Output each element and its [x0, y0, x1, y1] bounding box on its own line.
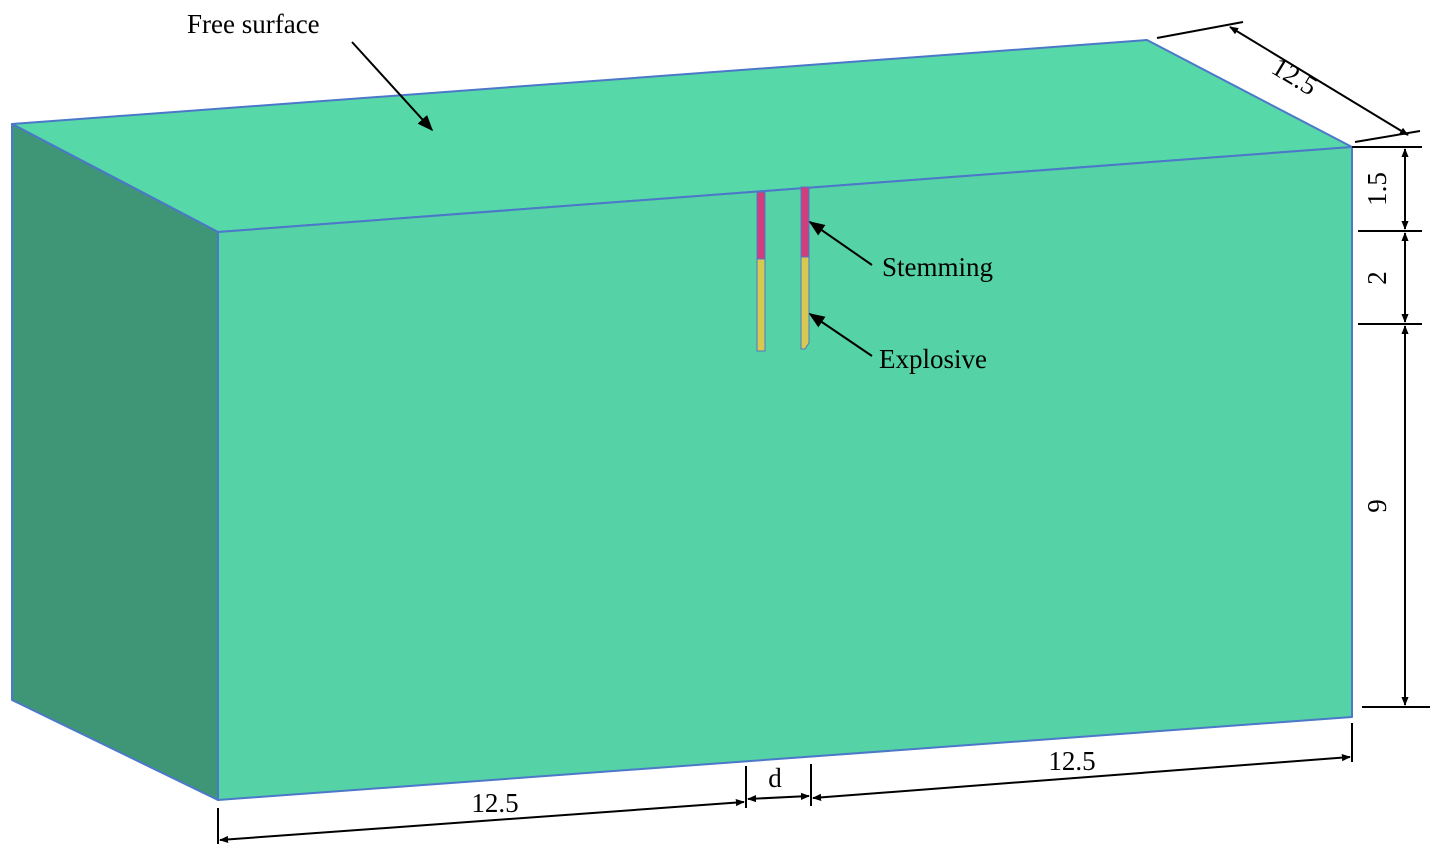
stemming-length-label: 1.5: [1362, 172, 1392, 206]
stemming-label: Stemming: [882, 252, 993, 282]
explosive-segment-right: [800, 256, 810, 350]
stemming-segment-left: [756, 191, 766, 260]
stemming-arrow: [808, 221, 873, 266]
depth-dimension-label: 12.5: [1267, 51, 1323, 101]
explosive-label: Explosive: [879, 344, 987, 374]
front-face: [217, 146, 1353, 801]
left-length-label: 12.5: [471, 788, 518, 818]
explosive-segment-left: [756, 258, 766, 352]
length-dimensions: 12.5 d 12.5: [217, 723, 1353, 844]
borehole-right: [800, 186, 810, 350]
borehole-left: [756, 191, 766, 352]
height-dimensions: 1.5 2 9: [1352, 146, 1430, 708]
charge-length-label: 2: [1362, 271, 1392, 285]
right-length-label: 12.5: [1048, 746, 1095, 776]
side-face: [11, 123, 219, 801]
stemming-segment-right: [800, 186, 810, 258]
explosive-arrow: [808, 313, 873, 357]
spacing-label: d: [768, 763, 782, 793]
free-surface-label: Free surface: [187, 9, 320, 39]
free-surface-arrow: [351, 41, 434, 132]
bottom-height-label: 9: [1362, 499, 1392, 513]
